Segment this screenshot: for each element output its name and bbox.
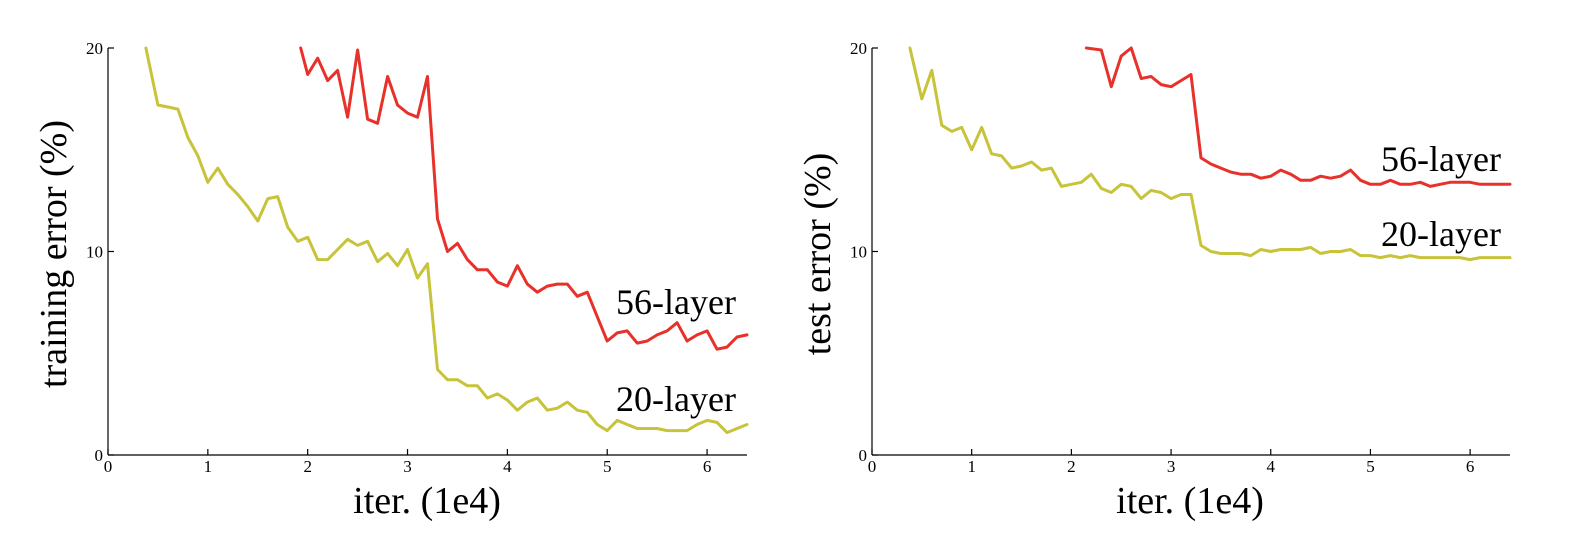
y-tick-label: 20 (850, 39, 867, 58)
x-tick-label: 0 (868, 457, 877, 476)
ylabel-training-error: training error (%) (33, 120, 75, 388)
ylabel-test-error: test error (%) (797, 153, 839, 356)
annotation-56-layer-right: 56-layer (1381, 139, 1501, 179)
x-tick-label: 0 (104, 457, 113, 476)
xlabel-right: iter. (1e4) (1116, 480, 1264, 522)
x-tick-label: 6 (703, 457, 712, 476)
plot-area-right: 0 1 2 3 4 5 6 0 10 20 (850, 39, 1512, 476)
series-line-56-layer-right (1084, 46, 1512, 188)
y-tick-label: 10 (86, 243, 103, 262)
x-tick-label: 1 (204, 457, 213, 476)
y-tick-label: 0 (95, 446, 104, 465)
annotation-20-layer-right: 20-layer (1381, 214, 1501, 254)
series-line-20-layer-right (908, 46, 1512, 262)
x-tick-label: 4 (1267, 457, 1276, 476)
x-tick-label: 5 (1366, 457, 1375, 476)
x-tick-label: 2 (1067, 457, 1076, 476)
xlabel-left: iter. (1e4) (353, 480, 501, 522)
annotation-56-layer-left: 56-layer (616, 282, 736, 322)
chart-test-error: test error (%) iter. (1e4) 0 1 2 3 4 5 601020 … (797, 39, 1512, 522)
x-tick-label: 3 (403, 457, 412, 476)
y-tick-label: 20 (86, 39, 103, 58)
chart-training-error: training error (%) iter. (1e4) 0 1 2 3 4 5 6 0 1… (33, 39, 749, 522)
x-tick-label: 5 (603, 457, 612, 476)
y-tick-label: 0 (859, 446, 868, 465)
x-tick-label: 4 (503, 457, 512, 476)
plot-area-left: 0 1 2 3 4 5 6 0 10 20 (86, 39, 749, 476)
y-tick-label: 10 (850, 243, 867, 262)
x-tick-label: 1 (967, 457, 976, 476)
series-line-20-layer-left (144, 46, 749, 435)
x-tick-label: 3 (1167, 457, 1176, 476)
annotation-20-layer-left: 20-layer (616, 379, 736, 419)
x-tick-label: 2 (303, 457, 312, 476)
series-line-56-layer-left (299, 46, 749, 351)
x-tick-label: 6 (1466, 457, 1475, 476)
